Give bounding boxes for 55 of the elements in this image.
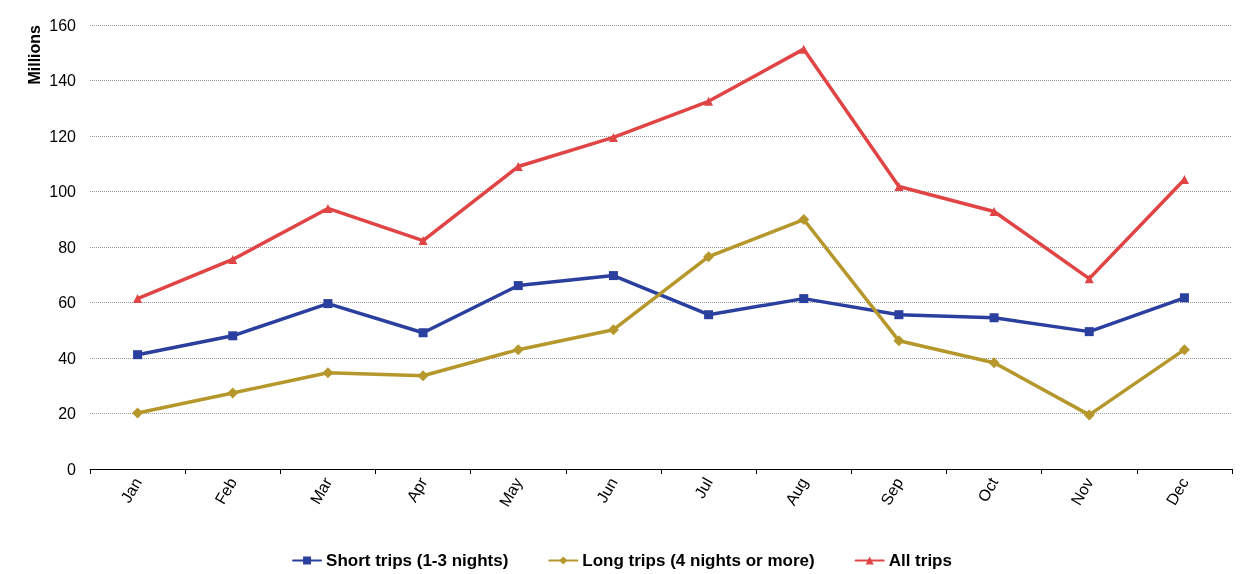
x-tick-label: Oct bbox=[974, 474, 1002, 505]
point bbox=[228, 254, 238, 264]
point bbox=[133, 350, 143, 360]
point bbox=[989, 313, 999, 323]
point bbox=[1084, 327, 1094, 337]
y-tick-label: 20 bbox=[58, 405, 77, 422]
point bbox=[227, 387, 239, 399]
point bbox=[512, 344, 524, 356]
y-tick-label: 140 bbox=[49, 72, 77, 89]
y-tick-label: 40 bbox=[58, 349, 77, 367]
x-tick-label: Jul bbox=[691, 474, 716, 501]
x-tick-label: Jan bbox=[117, 474, 145, 506]
point bbox=[1179, 293, 1189, 303]
point bbox=[418, 236, 428, 246]
x-tick-label: Feb bbox=[211, 474, 241, 508]
point bbox=[228, 331, 238, 341]
point bbox=[704, 96, 714, 106]
point bbox=[132, 407, 144, 419]
point bbox=[704, 310, 714, 320]
point bbox=[322, 367, 334, 379]
point bbox=[608, 271, 618, 281]
point bbox=[418, 328, 428, 338]
y-axis-title: Millions bbox=[25, 24, 43, 85]
y-tick-label: 60 bbox=[58, 294, 77, 311]
legend-label: Short trips (1-3 nights) bbox=[326, 551, 509, 570]
point bbox=[607, 324, 619, 336]
point bbox=[323, 299, 333, 309]
point bbox=[608, 132, 618, 142]
point bbox=[133, 294, 143, 304]
point bbox=[799, 294, 809, 304]
y-tick-label: 160 bbox=[49, 16, 77, 34]
x-tick-label: Nov bbox=[1067, 474, 1097, 508]
x-tick-label: Dec bbox=[1162, 474, 1192, 508]
point bbox=[323, 203, 333, 213]
legend-label: Long trips (4 nights or more) bbox=[582, 551, 815, 570]
y-tick-label: 120 bbox=[49, 127, 77, 145]
point bbox=[799, 44, 809, 54]
point bbox=[989, 206, 999, 216]
point bbox=[798, 214, 810, 226]
point bbox=[894, 182, 904, 192]
x-tick-label: Apr bbox=[403, 474, 431, 505]
x-tick-label: Jun bbox=[593, 474, 621, 506]
point bbox=[703, 251, 715, 263]
x-tick-label: Sep bbox=[877, 474, 907, 508]
point bbox=[893, 335, 905, 347]
y-tick-label: 80 bbox=[58, 238, 77, 256]
y-tick-label: 0 bbox=[67, 460, 77, 478]
point bbox=[894, 310, 904, 320]
x-tick-label: Mar bbox=[306, 474, 336, 508]
point bbox=[988, 357, 1000, 369]
point bbox=[1178, 344, 1190, 356]
legend-label: All trips bbox=[888, 551, 952, 570]
point bbox=[513, 281, 523, 291]
y-tick-label: 100 bbox=[49, 183, 77, 200]
point bbox=[1083, 409, 1095, 421]
